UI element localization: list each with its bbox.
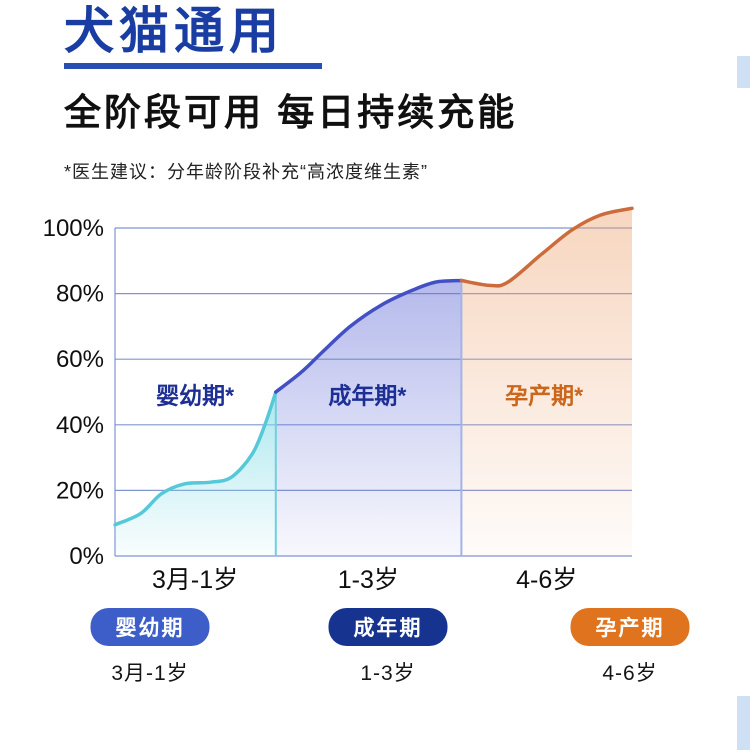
y-tick-label: 20% <box>56 477 104 504</box>
y-tick-label: 40% <box>56 412 104 439</box>
stage-pill-pregnancy: 孕产期 <box>570 608 690 646</box>
decor-bar-top <box>737 56 750 88</box>
y-tick-label: 0% <box>69 543 104 570</box>
page-title: 犬猫通用 <box>64 3 284 59</box>
doctor-advice-note: *医生建议：分年龄阶段补充“高浓度维生素” <box>64 162 428 182</box>
area-fill-2 <box>461 208 632 557</box>
title-underline <box>64 63 322 69</box>
stage-age-adult: 1-3岁 <box>360 662 416 685</box>
curve-1 <box>274 278 464 394</box>
area-fill-1 <box>275 280 462 556</box>
decor-bar-bottom <box>737 696 750 750</box>
curve-0 <box>113 390 278 527</box>
y-tick-label: 60% <box>56 346 104 373</box>
stage-annotation-0: 婴幼期* <box>156 382 234 408</box>
x-axis-label-1: 1-3岁 <box>338 566 399 594</box>
stage-age-pregnancy: 4-6岁 <box>602 662 658 685</box>
y-tick-label: 80% <box>56 281 104 308</box>
stage-pill-infant: 婴幼期 <box>90 608 210 646</box>
stage-legend: 婴幼期 3月-1岁 成年期 1-3岁 孕产期 4-6岁 <box>0 600 750 720</box>
y-tick-label: 100% <box>43 215 104 242</box>
stage-annotation-2: 孕产期* <box>505 382 583 408</box>
x-axis-label-0: 3月-1岁 <box>152 566 238 594</box>
area-fill-0 <box>115 392 276 556</box>
x-axis-label-2: 4-6岁 <box>516 566 577 594</box>
legend-item-pregnancy: 孕产期 4-6岁 <box>570 608 690 687</box>
stage-annotation-1: 成年期* <box>328 382 406 408</box>
legend-item-adult: 成年期 1-3岁 <box>328 608 448 687</box>
subtitle: 全阶段可用 每日持续充能 <box>64 92 518 133</box>
legend-item-infant: 婴幼期 3月-1岁 <box>90 608 210 687</box>
growth-stage-area-chart: 0% 20% 40% 60% 80% 100% 婴幼期* 成年期* 孕产期* 3月-1岁 1-3岁 4… <box>43 206 634 594</box>
stage-age-infant: 3月-1岁 <box>111 662 189 685</box>
stage-pill-adult: 成年期 <box>328 608 448 646</box>
curve-2 <box>459 206 634 288</box>
